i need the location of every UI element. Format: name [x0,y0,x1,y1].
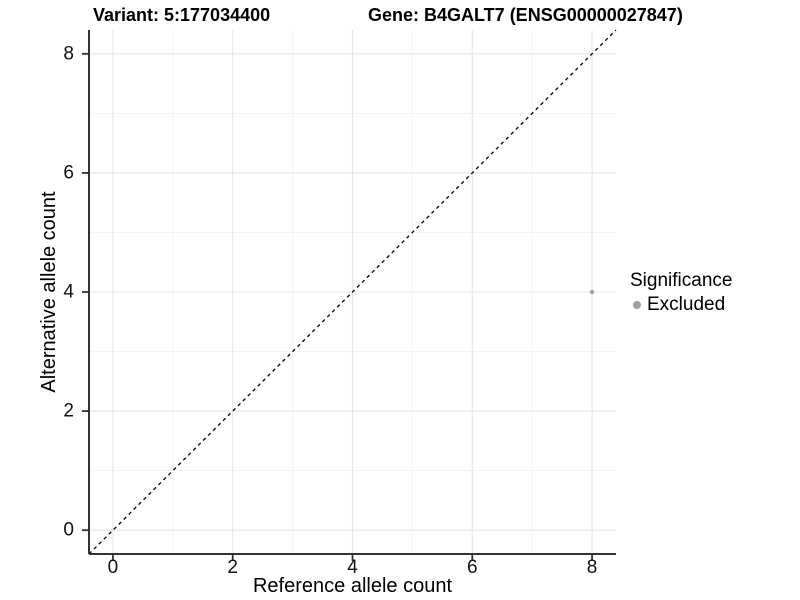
x-tick-label: 0 [107,557,119,578]
y-tick-label: 0 [63,519,74,541]
legend-item-label: Excluded [647,293,726,315]
y-axis-title: Alternative allele count [38,191,60,393]
x-tick-label: 6 [466,557,478,578]
x-tick-label: 2 [227,557,239,578]
x-axis-title: Reference allele count [252,575,452,597]
legend-title: Significance [630,270,733,291]
y-tick-label: 4 [63,281,74,303]
y-axis-tick-labels: 0 2 4 6 8 [0,30,76,554]
y-tick-label: 6 [63,162,74,184]
plot-panel [82,29,617,561]
x-axis-tick-labels: 0 2 4 6 8 [89,558,616,580]
variant-title: Variant: 5:177034400 [93,5,271,25]
y-tick-label: 8 [63,43,74,65]
y-tick-label: 2 [63,400,74,422]
x-tick-label: 8 [586,557,598,578]
excluded-point-icon [633,301,641,310]
x-tick-label: 4 [347,557,358,578]
legend: Significance Excluded [630,270,733,316]
gene-title: Gene: B4GALT7 (ENSG00000027847) [368,5,683,25]
legend-item-excluded: Excluded [630,293,732,316]
plot-canvas [82,29,617,561]
